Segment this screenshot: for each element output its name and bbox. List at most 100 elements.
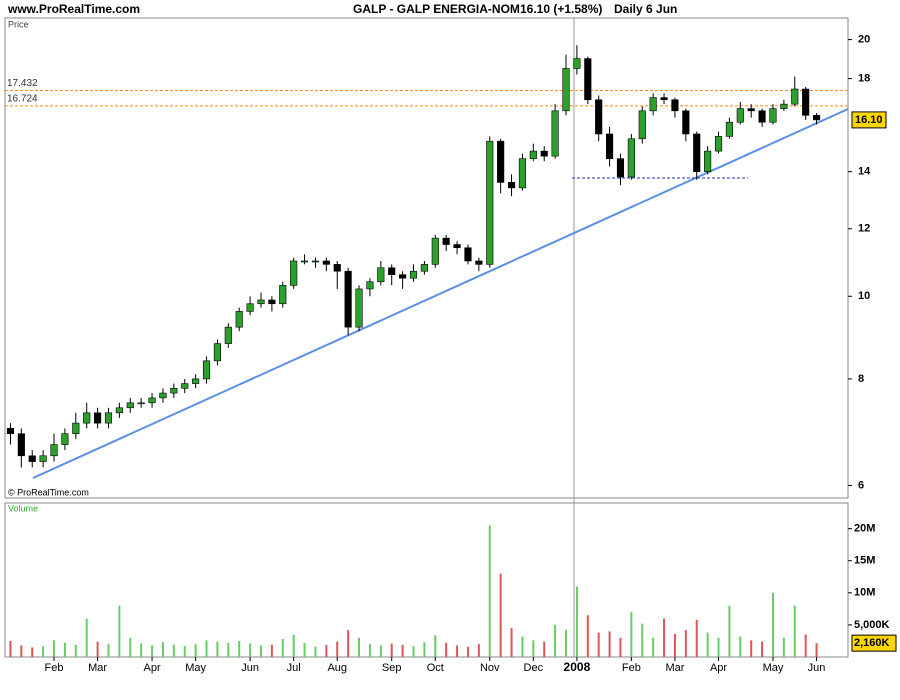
- candle-body: [246, 303, 254, 312]
- x-tick-label: May: [185, 662, 206, 674]
- volume-panel: [4, 502, 849, 658]
- candle-body: [72, 422, 80, 434]
- chart-title: GALP - GALP ENERGIA-NOM: [353, 2, 520, 16]
- volume-bar: [259, 645, 262, 657]
- candle-body: [257, 299, 265, 305]
- y-tick-label: 8: [858, 373, 864, 385]
- volume-bar: [42, 646, 45, 657]
- candle-body: [377, 267, 385, 283]
- x-tick-label: Sep: [382, 662, 402, 674]
- volume-bar: [706, 632, 709, 657]
- candle-body: [540, 150, 548, 157]
- candle-body: [126, 402, 134, 409]
- candle-body: [573, 58, 581, 69]
- candle-body: [104, 412, 113, 424]
- volume-bar: [456, 645, 459, 657]
- candle-body: [606, 133, 614, 159]
- x-tick-label: May: [763, 662, 784, 674]
- volume-bar: [205, 640, 208, 657]
- y-tick-label: 10: [858, 290, 870, 302]
- last-price-label: 16.10: [855, 114, 883, 126]
- x-tick-label: Jul: [287, 662, 301, 674]
- candle-body: [39, 455, 47, 462]
- x-tick-label: Feb: [622, 662, 641, 674]
- volume-bar: [216, 641, 219, 657]
- volume-bar: [565, 630, 568, 657]
- volume-bar: [85, 618, 88, 657]
- candle-body: [747, 108, 755, 112]
- y-tick-label: 6: [858, 479, 864, 491]
- candle-body: [802, 88, 810, 116]
- candle-body: [758, 110, 766, 123]
- x-tick-label: Mar: [88, 662, 107, 674]
- candle-body: [94, 412, 102, 424]
- candle-body: [333, 264, 341, 272]
- candle-body: [192, 378, 200, 384]
- x-tick-label: Apr: [143, 662, 160, 674]
- volume-bar: [554, 624, 557, 657]
- candle-body: [660, 97, 668, 101]
- candle-body: [736, 108, 744, 123]
- candle-body: [159, 392, 167, 399]
- volume-tick-label: 15M: [854, 555, 875, 567]
- candle-body: [464, 247, 472, 262]
- candle-body: [475, 260, 483, 265]
- volume-bar: [815, 643, 818, 657]
- volume-bar: [652, 637, 655, 657]
- volume-bar: [521, 636, 524, 657]
- candle-body: [28, 455, 36, 462]
- last-volume-label: 2,160K: [854, 637, 890, 649]
- quote: 16.10 (+1.58%): [520, 2, 602, 16]
- volume-bar: [630, 612, 633, 657]
- volume-tick-label: 20M: [854, 523, 875, 535]
- candle-body: [355, 288, 363, 328]
- candle-body: [148, 397, 156, 404]
- volume-bar: [314, 646, 317, 657]
- volume-bar: [325, 644, 328, 657]
- candle-body: [529, 150, 537, 159]
- x-tick-label: Oct: [427, 662, 444, 674]
- candle-body: [780, 103, 788, 109]
- candle-body: [725, 121, 733, 137]
- candle-body: [562, 68, 570, 112]
- x-tick-label: Dec: [524, 662, 544, 674]
- candle-body: [279, 285, 287, 305]
- price-label: Price: [8, 19, 29, 29]
- volume-bar: [292, 634, 295, 657]
- volume-bar: [641, 623, 644, 657]
- candle-body: [213, 343, 221, 362]
- volume-bar: [466, 646, 469, 657]
- volume-tick-label: 10M: [854, 587, 875, 599]
- volume-bar: [717, 637, 720, 657]
- volume-bar: [510, 628, 513, 657]
- candle-body: [518, 158, 527, 189]
- volume-bar: [53, 640, 56, 657]
- volume-bar: [347, 630, 350, 657]
- candle-body: [497, 140, 505, 183]
- volume-bar: [499, 573, 502, 657]
- volume-bar: [238, 640, 241, 657]
- volume-bar: [597, 632, 600, 657]
- volume-bar: [194, 644, 197, 657]
- x-tick-label: Mar: [665, 662, 684, 674]
- candle-body: [202, 360, 211, 380]
- trend-line: [32, 108, 849, 479]
- volume-bar: [695, 619, 698, 657]
- volume-label: Volume: [8, 503, 38, 513]
- volume-bar: [586, 615, 589, 657]
- x-tick-label: Apr: [710, 662, 727, 674]
- candle-body: [388, 267, 396, 275]
- volume-bar: [63, 642, 66, 657]
- candle-body: [486, 140, 494, 265]
- candle-body: [17, 433, 25, 457]
- candle-body: [769, 108, 777, 123]
- volume-bar: [673, 633, 676, 657]
- volume-bar: [739, 636, 742, 657]
- candle-body: [83, 412, 91, 424]
- candle-body: [224, 326, 232, 344]
- volume-bar: [575, 586, 578, 657]
- candle-body: [595, 99, 603, 135]
- candle-body: [507, 182, 516, 189]
- volume-bar: [270, 644, 273, 657]
